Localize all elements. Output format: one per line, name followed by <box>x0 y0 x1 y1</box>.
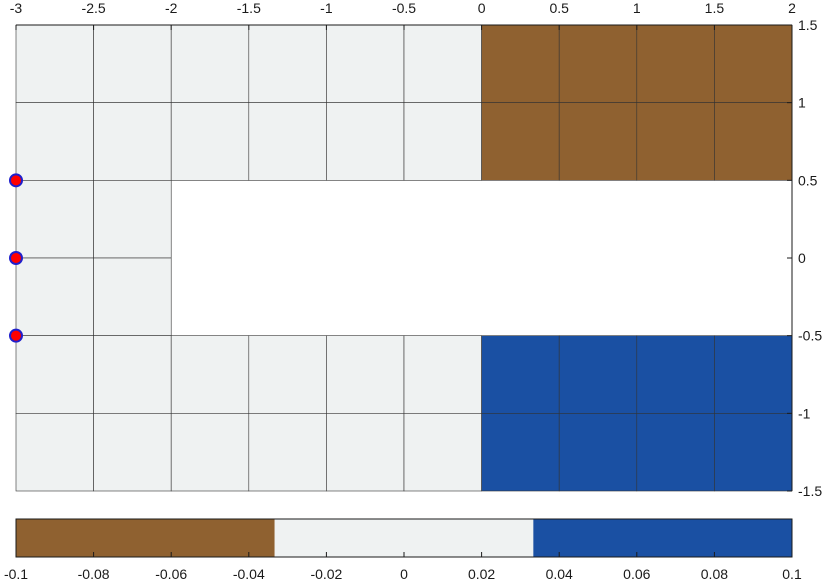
x-tick-label: -2 <box>165 0 178 16</box>
heatmap-cell <box>558 413 638 492</box>
heatmap-cell <box>558 102 638 181</box>
colorbar-tick-label: 0.02 <box>468 566 495 582</box>
heatmap-cell <box>170 102 250 181</box>
heatmap-cell <box>714 102 793 181</box>
y-tick-label: 1.5 <box>798 17 818 33</box>
heatmap-cell <box>403 102 482 181</box>
colorbar-tick-label: 0.04 <box>546 566 573 582</box>
x-tick-label: 0 <box>478 0 486 16</box>
x-tick-label: -2.5 <box>82 0 106 16</box>
y-tick-label: 1 <box>798 95 806 111</box>
heatmap-cell <box>558 24 638 103</box>
x-tick-label: -3 <box>10 0 23 16</box>
colorbar-tick-label: -0.04 <box>233 566 265 582</box>
heatmap-cell <box>248 413 327 492</box>
y-tick-label: 0 <box>798 250 806 266</box>
heatmap-cell <box>636 335 715 414</box>
heatmap-cell <box>326 24 405 103</box>
colorbar-tick-label: -0.08 <box>78 566 110 582</box>
heatmap-cell <box>248 335 327 414</box>
heatmap-cell <box>248 24 327 103</box>
colorbar-tick-label: 0.08 <box>701 566 728 582</box>
heatmap-cell <box>714 413 793 492</box>
colorbar-segment <box>16 519 275 557</box>
data-point <box>9 173 23 188</box>
y-tick-label: -1.5 <box>798 483 822 499</box>
heatmap-cell <box>636 102 715 181</box>
colorbar-tick-label: 0.06 <box>623 566 650 582</box>
heatmap-cell <box>93 24 172 103</box>
colorbar <box>15 518 793 558</box>
heatmap-cell <box>93 335 172 414</box>
x-tick-label: 2 <box>788 0 796 16</box>
y-tick-label: -0.5 <box>798 328 822 344</box>
heatmap-cell <box>714 335 793 414</box>
y-tick-label: 0.5 <box>798 172 818 188</box>
heatmap-cell <box>636 24 715 103</box>
heatmap-cell <box>403 335 482 414</box>
colorbar-tick-label: -0.06 <box>155 566 187 582</box>
heatmap-cell <box>170 413 250 492</box>
x-tick-label: 0.5 <box>549 0 569 16</box>
heatmap-cell <box>248 102 327 181</box>
x-tick-label: -1 <box>320 0 333 16</box>
heatmap-cell <box>15 102 94 181</box>
heatmap-cell <box>481 413 560 492</box>
colorbar-tick-label: -0.02 <box>310 566 342 582</box>
marker-points <box>9 173 23 343</box>
heatmap-cell <box>93 180 172 259</box>
heatmap-cell <box>15 335 94 414</box>
heatmap-cell <box>714 24 793 103</box>
heatmap-cell <box>170 335 250 414</box>
colorbar-tick-label: -0.1 <box>4 566 28 582</box>
x-tick-label: -1.5 <box>237 0 261 16</box>
plot-cells <box>15 24 793 492</box>
heatmap-cell <box>326 335 405 414</box>
colorbar-ticks: -0.1 -0.08 -0.06 -0.04 -0.02 0 0.02 0.04 0.06 0.0… <box>4 552 802 582</box>
heatmap-cell <box>636 413 715 492</box>
heatmap-cell <box>481 102 560 181</box>
data-point <box>9 251 23 265</box>
heatmap-cell <box>481 24 560 103</box>
colorbar-segment <box>533 519 792 557</box>
heatmap-cell <box>558 335 638 414</box>
heatmap-cell <box>481 335 560 414</box>
x-tick-label: 1.5 <box>705 0 725 16</box>
data-point <box>9 328 23 343</box>
heatmap-cell <box>93 102 172 181</box>
heatmap-cell <box>403 24 482 103</box>
colorbar-segment <box>274 519 534 557</box>
colorbar-tick-label: 0 <box>400 566 408 582</box>
heatmap-cell <box>93 413 172 492</box>
y-axis-ticks: 1.5 1 0.5 0 -0.5 -1 -1.5 <box>787 17 822 499</box>
heatmap-cell <box>403 413 482 492</box>
y-tick-label: -1 <box>798 405 811 421</box>
heatmap-cell <box>15 257 94 336</box>
x-axis-ticks: -3 -2.5 -2 -1.5 -1 -0.5 0 0.5 1 1.5 2 <box>10 0 796 30</box>
x-tick-label: 1 <box>633 0 641 16</box>
heatmap-cell <box>326 413 405 492</box>
heatmap-cell <box>170 24 250 103</box>
heatmap-cell <box>15 180 94 259</box>
heatmap-cell <box>326 102 405 181</box>
heatmap-cell <box>15 24 94 103</box>
x-tick-label: -0.5 <box>392 0 416 16</box>
colorbar-tick-label: 0.1 <box>782 566 802 582</box>
heatmap-cell <box>15 413 94 492</box>
heatmap-cell <box>93 257 172 336</box>
